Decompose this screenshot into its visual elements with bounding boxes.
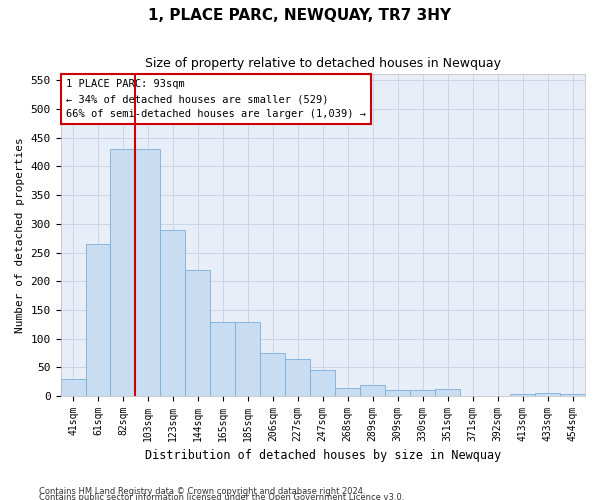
Bar [136, 149, 160, 396]
Text: 1, PLACE PARC, NEWQUAY, TR7 3HY: 1, PLACE PARC, NEWQUAY, TR7 3HY [148, 8, 452, 22]
Bar [310, 370, 335, 396]
Bar [286, 359, 310, 396]
Bar [435, 388, 460, 396]
Bar [360, 384, 385, 396]
Bar [211, 322, 235, 396]
Bar [260, 353, 286, 396]
Bar [385, 390, 410, 396]
Y-axis label: Number of detached properties: Number of detached properties [15, 138, 25, 333]
Bar [535, 392, 560, 396]
Text: Contains public sector information licensed under the Open Government Licence v3: Contains public sector information licen… [39, 492, 404, 500]
X-axis label: Distribution of detached houses by size in Newquay: Distribution of detached houses by size … [145, 450, 501, 462]
Text: 1 PLACE PARC: 93sqm
← 34% of detached houses are smaller (529)
66% of semi-detac: 1 PLACE PARC: 93sqm ← 34% of detached ho… [66, 80, 366, 119]
Bar [510, 394, 535, 396]
Bar [560, 394, 585, 396]
Bar [61, 379, 86, 396]
Bar [335, 388, 360, 396]
Bar [110, 149, 136, 396]
Bar [410, 390, 435, 396]
Bar [235, 322, 260, 396]
Bar [160, 230, 185, 396]
Title: Size of property relative to detached houses in Newquay: Size of property relative to detached ho… [145, 58, 501, 70]
Text: Contains HM Land Registry data © Crown copyright and database right 2024.: Contains HM Land Registry data © Crown c… [39, 487, 365, 496]
Bar [185, 270, 211, 396]
Bar [86, 244, 110, 396]
